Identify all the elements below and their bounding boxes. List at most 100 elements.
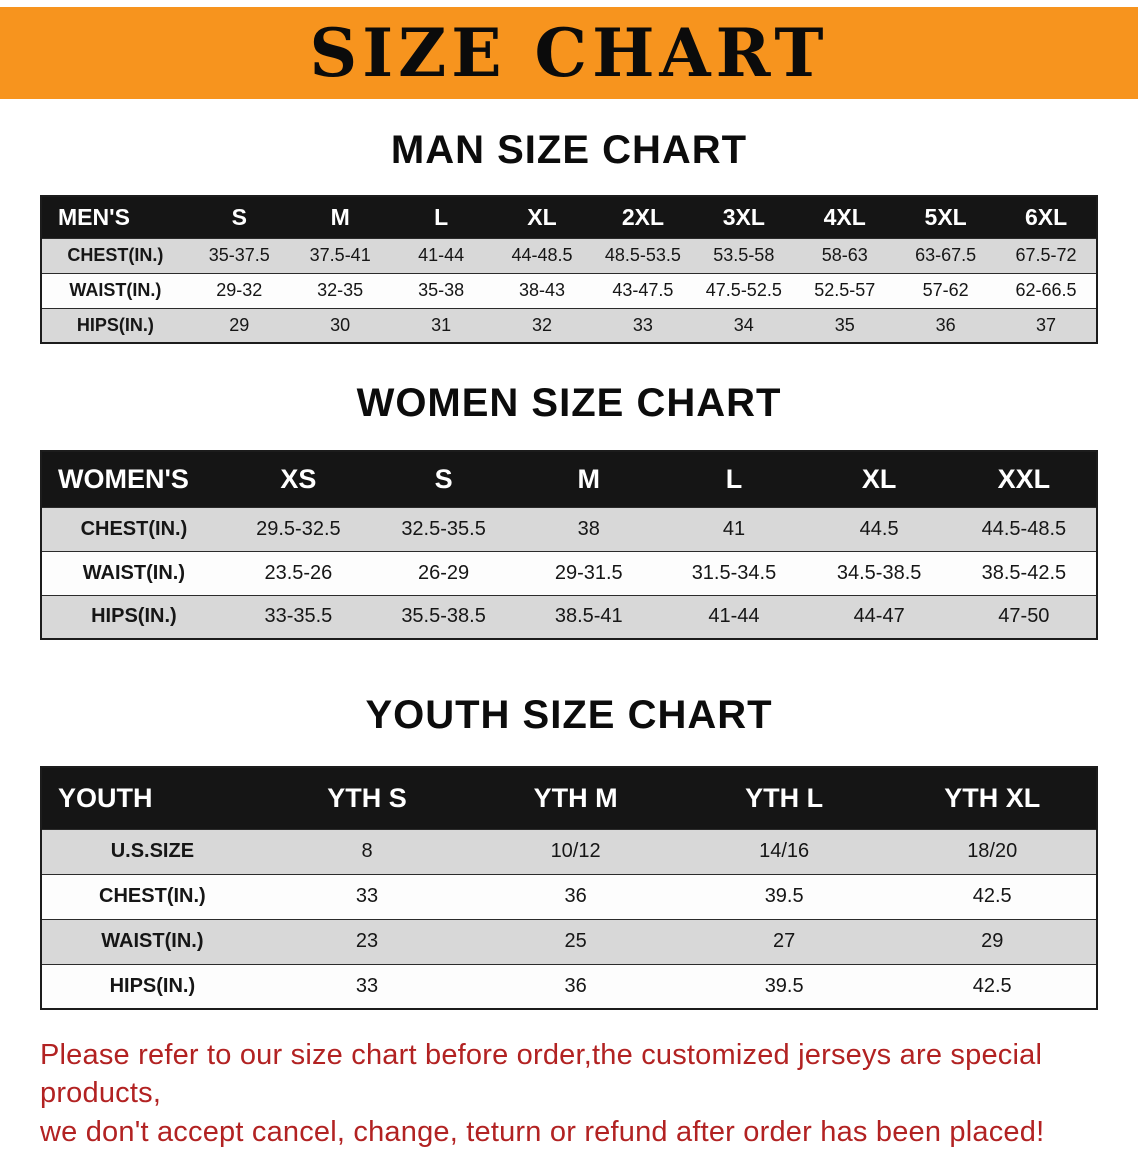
table-cell: 32-35: [289, 272, 391, 308]
mens-size-section: MAN SIZE CHART MEN'S S M L XL 2XL 3XL 4XL 5XL 6XL…: [0, 129, 1138, 344]
table-cell: 29-31.5: [516, 550, 662, 595]
table-row: CHEST(IN.) 35-37.5 37.5-41 41-44 44-48.5 48.5…: [41, 237, 1097, 273]
table-title-cell: WOMEN'S: [41, 451, 226, 507]
size-column-header: 2XL: [592, 196, 694, 238]
mens-size-table: MEN'S S M L XL 2XL 3XL 4XL 5XL 6XL CHEST(IN.) 35-37…: [40, 195, 1098, 344]
table-cell: 36: [471, 963, 680, 1009]
row-label: WAIST(IN.): [41, 918, 263, 964]
table-row: WAIST(IN.) 29-32 32-35 35-38 38-43 43-47.5 47.…: [41, 272, 1097, 308]
table-cell: 42.5: [888, 963, 1097, 1009]
row-label: HIPS(IN.): [41, 307, 189, 343]
size-column-header: 4XL: [794, 196, 896, 238]
table-cell: 36: [895, 307, 997, 343]
size-column-header: YTH L: [679, 767, 889, 829]
table-cell: 58-63: [794, 237, 896, 273]
size-column-header: 5XL: [895, 196, 997, 238]
table-cell: 44-48.5: [491, 237, 593, 273]
table-row: HIPS(IN.) 33 36 39.5 42.5: [41, 963, 1097, 1009]
table-header-row: MEN'S S M L XL 2XL 3XL 4XL 5XL 6XL: [41, 196, 1097, 238]
table-cell: 44.5: [806, 506, 952, 551]
table-header-row: WOMEN'S XS S M L XL XXL: [41, 451, 1097, 507]
size-column-header: XXL: [951, 451, 1097, 507]
table-cell: 63-67.5: [895, 237, 997, 273]
table-cell: 35.5-38.5: [370, 594, 517, 639]
table-cell: 39.5: [679, 873, 889, 919]
table-cell: 48.5-53.5: [592, 237, 694, 273]
table-cell: 25: [471, 918, 680, 964]
table-cell: 29: [188, 307, 290, 343]
table-cell: 23.5-26: [225, 550, 371, 595]
table-cell: 38.5-41: [516, 594, 662, 639]
row-label: CHEST(IN.): [41, 506, 226, 551]
table-cell: 35: [794, 307, 896, 343]
womens-size-table: WOMEN'S XS S M L XL XXL CHEST(IN.) 29.5-32.5 32.5…: [40, 450, 1098, 640]
size-column-header: YTH XL: [888, 767, 1097, 829]
row-label: CHEST(IN.): [41, 873, 263, 919]
youth-size-table: YOUTH YTH S YTH M YTH L YTH XL U.S.SIZE 8 10/12…: [40, 766, 1098, 1010]
size-chart-banner: SIZE CHART: [0, 7, 1138, 99]
table-cell: 31.5-34.5: [661, 550, 807, 595]
table-cell: 37.5-41: [289, 237, 391, 273]
table-row: U.S.SIZE 8 10/12 14/16 18/20: [41, 828, 1097, 874]
table-cell: 35-38: [390, 272, 492, 308]
table-cell: 31: [390, 307, 492, 343]
table-cell: 53.5-58: [693, 237, 795, 273]
row-label: HIPS(IN.): [41, 594, 226, 639]
youth-section-heading: YOUTH SIZE CHART: [365, 693, 773, 737]
table-cell: 33: [592, 307, 694, 343]
table-row: WAIST(IN.) 23 25 27 29: [41, 918, 1097, 964]
table-cell: 47-50: [951, 594, 1097, 639]
row-label: WAIST(IN.): [41, 550, 226, 595]
row-label: CHEST(IN.): [41, 237, 189, 273]
table-cell: 35-37.5: [188, 237, 290, 273]
size-column-header: XS: [225, 451, 371, 507]
table-cell: 29.5-32.5: [225, 506, 371, 551]
table-cell: 62-66.5: [996, 272, 1097, 308]
size-column-header: M: [516, 451, 662, 507]
size-column-header: YTH S: [262, 767, 472, 829]
table-cell: 32.5-35.5: [370, 506, 517, 551]
row-label: WAIST(IN.): [41, 272, 189, 308]
table-title-cell: YOUTH: [41, 767, 263, 829]
womens-size-section: WOMEN SIZE CHART WOMEN'S XS S M L XL XXL CHEST(…: [0, 382, 1138, 640]
size-column-header: 3XL: [693, 196, 795, 238]
size-column-header: M: [289, 196, 391, 238]
table-cell: 44-47: [806, 594, 952, 639]
size-column-header: YTH M: [471, 767, 680, 829]
size-column-header: S: [188, 196, 290, 238]
youth-size-section: YOUTH SIZE CHART YOUTH YTH S YTH M YTH L YTH…: [0, 694, 1138, 1010]
table-row: CHEST(IN.) 29.5-32.5 32.5-35.5 38 41 44.5 44.5…: [41, 506, 1097, 551]
table-cell: 47.5-52.5: [693, 272, 795, 308]
table-cell: 34: [693, 307, 795, 343]
size-column-header: XL: [491, 196, 593, 238]
row-label: HIPS(IN.): [41, 963, 263, 1009]
table-cell: 33: [262, 963, 472, 1009]
table-row: WAIST(IN.) 23.5-26 26-29 29-31.5 31.5-34.5 34…: [41, 550, 1097, 595]
table-cell: 32: [491, 307, 593, 343]
table-cell: 67.5-72: [996, 237, 1097, 273]
table-title-cell: MEN'S: [41, 196, 189, 238]
row-label: U.S.SIZE: [41, 828, 263, 874]
table-cell: 33: [262, 873, 472, 919]
table-cell: 36: [471, 873, 680, 919]
size-column-header: XL: [806, 451, 952, 507]
table-row: CHEST(IN.) 33 36 39.5 42.5: [41, 873, 1097, 919]
table-cell: 10/12: [471, 828, 680, 874]
table-cell: 23: [262, 918, 472, 964]
size-column-header: 6XL: [996, 196, 1097, 238]
table-cell: 41-44: [661, 594, 807, 639]
table-cell: 38.5-42.5: [951, 550, 1097, 595]
table-cell: 30: [289, 307, 391, 343]
table-cell: 38-43: [491, 272, 593, 308]
table-cell: 33-35.5: [225, 594, 371, 639]
table-cell: 14/16: [679, 828, 889, 874]
table-cell: 43-47.5: [592, 272, 694, 308]
table-cell: 29: [888, 918, 1097, 964]
size-column-header: L: [390, 196, 492, 238]
table-cell: 41-44: [390, 237, 492, 273]
table-cell: 42.5: [888, 873, 1097, 919]
table-row: HIPS(IN.) 33-35.5 35.5-38.5 38.5-41 41-44 44-…: [41, 594, 1097, 639]
disclaimer-note: Please refer to our size chart before or…: [40, 1036, 1100, 1151]
table-cell: 44.5-48.5: [951, 506, 1097, 551]
womens-section-heading: WOMEN SIZE CHART: [356, 381, 782, 425]
